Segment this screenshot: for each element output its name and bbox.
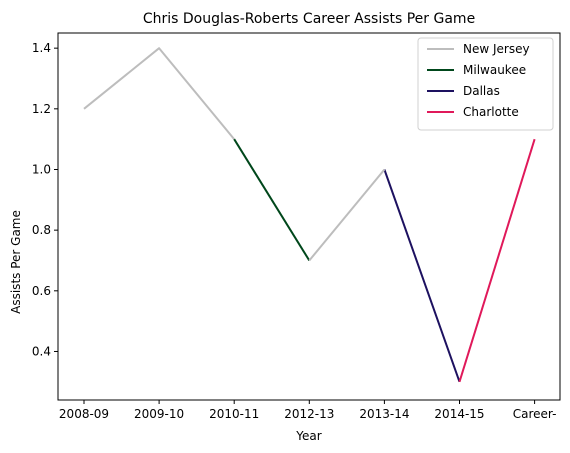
y-tick-label: 0.4: [32, 344, 51, 358]
legend: New Jersey Milwaukee Dallas Charlotte: [417, 37, 554, 131]
series-line-charlotte: [458, 138, 536, 383]
x-tick-label: 2013-14: [359, 407, 409, 421]
y-tick-label: 0.6: [32, 284, 51, 298]
series-line-new-jersey: [308, 168, 386, 262]
x-tick-label: 2010-11: [209, 407, 259, 421]
x-tick-label: 2009-10: [134, 407, 184, 421]
legend-label: Dallas: [463, 84, 500, 98]
legend-label: Charlotte: [463, 105, 519, 119]
axis-ticks: 2008-09 2009-10 2010-11 2012-13 2013-14 2014-…: [32, 41, 557, 421]
legend-box: [417, 37, 554, 131]
series-line-new-jersey: [83, 47, 235, 140]
y-tick-label: 0.8: [32, 223, 51, 237]
legend-label: Milwaukee: [463, 63, 526, 77]
series-line-dallas: [383, 169, 461, 383]
series-lines: [83, 47, 536, 383]
x-tick-label: 2008-09: [59, 407, 109, 421]
chart-title: Chris Douglas-Roberts Career Assists Per…: [143, 11, 475, 27]
x-tick-label: Career-: [513, 407, 557, 421]
x-tick-label: 2012-13: [284, 407, 334, 421]
legend-label: New Jersey: [463, 42, 530, 56]
y-tick-label: 1.2: [32, 102, 51, 116]
y-axis-label: Assists Per Game: [9, 210, 23, 314]
x-tick-label: 2014-15: [434, 407, 484, 421]
y-tick-label: 1.4: [32, 41, 51, 55]
x-axis-label: Year: [295, 429, 321, 443]
series-line-milwaukee: [233, 138, 311, 262]
y-tick-label: 1.0: [32, 162, 51, 176]
